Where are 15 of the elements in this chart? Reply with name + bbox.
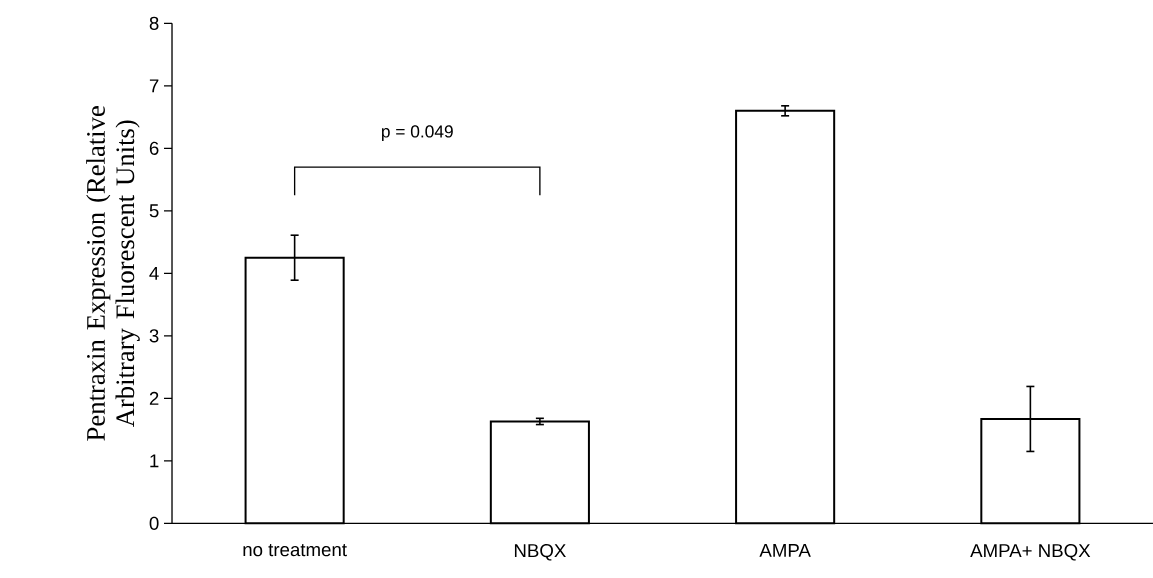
- x-tick-label: AMPA+ NBQX: [970, 544, 1091, 561]
- x-tick-label: no treatment: [243, 544, 347, 557]
- x-tick-label: NBQX: [514, 544, 566, 561]
- annotation: p = 0.049: [381, 125, 453, 142]
- y-tick-label: 2: [149, 391, 159, 405]
- y-tick-label: 5: [149, 204, 159, 218]
- y-tick-label: 7: [149, 79, 159, 93]
- y-tick-label: 6: [149, 141, 159, 155]
- y-tick-label: 8: [149, 16, 159, 30]
- y-axis-title: Pentraxin Expression (Relative Arbitrary Fluorescent Units): [86, 106, 140, 441]
- x-tick-label: AMPA: [759, 544, 811, 557]
- y-tick-label: 1: [150, 454, 159, 468]
- y-tick-label: 3: [149, 329, 159, 343]
- y-tick-label: 4: [149, 266, 159, 280]
- y-tick-label: 0: [149, 516, 159, 530]
